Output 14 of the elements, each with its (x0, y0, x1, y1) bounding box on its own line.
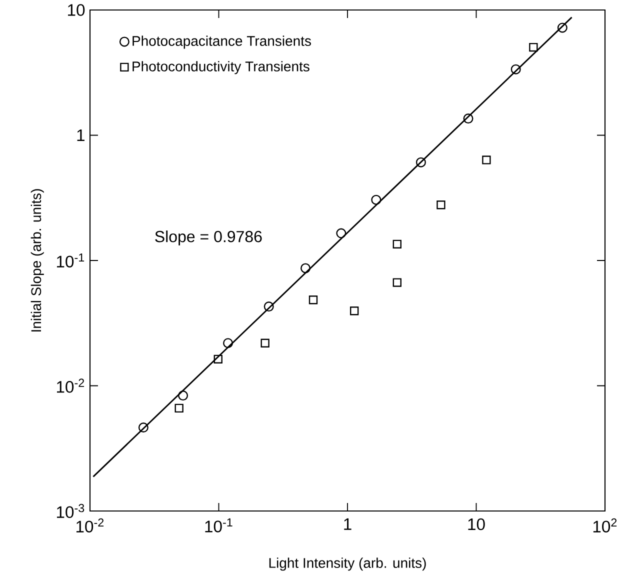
y-tick-label: 10$^{-3}$ (56, 504, 84, 518)
x-tick-label: 1 (344, 518, 352, 530)
y-tick-label: 10 (68, 4, 85, 16)
legend-label: Photoconductivity Transients (132, 61, 310, 74)
x-tick-label: 10$^{2}$ (593, 518, 617, 532)
x-axis-title: Light Intensity (arb. units) (269, 558, 426, 571)
x-tick-label: 10$^{-1}$ (205, 518, 232, 532)
x-tick-label: 10 (468, 518, 485, 530)
y-tick-label: 10$^{-1}$ (56, 254, 84, 268)
legend-label: Photocapacitance Transients (132, 36, 311, 49)
y-axis-title: Initial Slope (arb. units) (30, 189, 44, 332)
y-tick-label: 1 (77, 130, 84, 141)
y-tick-label: 10$^{-2}$ (56, 378, 84, 393)
annotation: Slope = 0.9786 (155, 230, 262, 246)
